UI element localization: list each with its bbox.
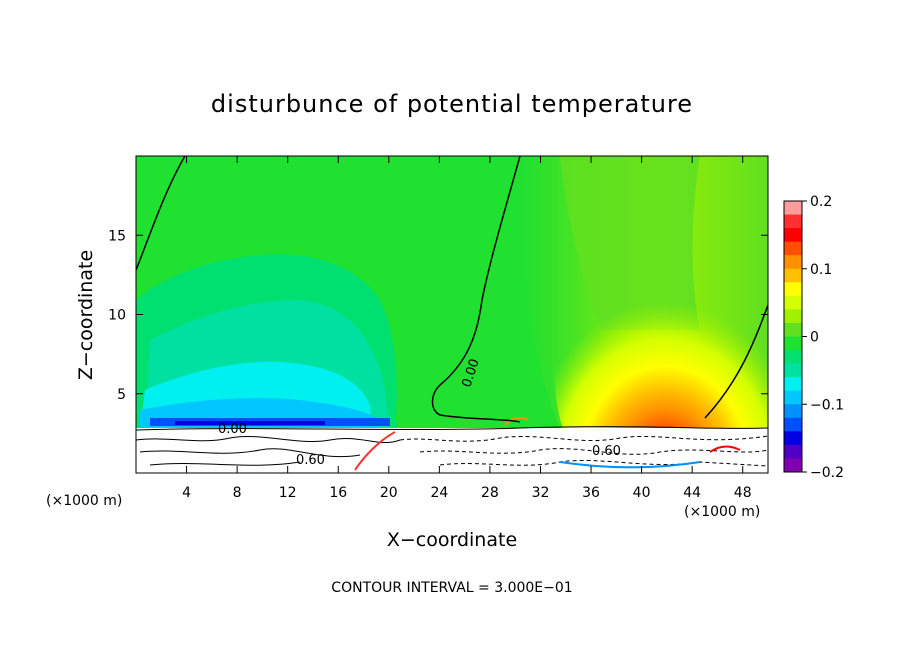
y-tick-label: 15: [108, 228, 126, 244]
colorbar-level: [784, 241, 802, 256]
ground-color-streaks: [354, 416, 741, 471]
colorbar-level: [784, 309, 802, 324]
colorbar-level: [784, 322, 802, 337]
colorbar-tick-label: 0.1: [810, 262, 832, 278]
x-tick-label: 8: [233, 485, 242, 501]
colorbar-tick-label: −0.2: [810, 465, 844, 481]
colorbar-level: [784, 444, 802, 459]
x-unit-left: (×1000 m): [46, 493, 122, 509]
contour-interval-note: CONTOUR INTERVAL = 3.000E−01: [331, 580, 572, 596]
colorbar-tick-label: 0.2: [810, 194, 832, 210]
coldest-strip: [175, 421, 325, 425]
colorbar-level: [784, 377, 802, 392]
x-tick-label: 20: [380, 485, 398, 501]
colorbar-level: [784, 431, 802, 446]
colorbar-level: [784, 458, 802, 473]
colorbar-tick-label: −0.1: [810, 397, 844, 413]
x-tick-label: 4: [182, 485, 191, 501]
colorbar-level: [784, 390, 802, 405]
x-tick-label: 24: [430, 485, 448, 501]
x-axis-title: X−coordinate: [387, 529, 517, 551]
x-unit-right: (×1000 m): [684, 504, 760, 520]
colorbar-level: [784, 336, 802, 351]
colorbar-level: [784, 417, 802, 432]
colorbar-tick-label: 0: [810, 330, 819, 346]
colorbar: 0.2 0.1 0 −0.1 −0.2: [783, 194, 844, 481]
contour-label-zero-low: 0.00: [218, 422, 247, 437]
x-tick-label: 48: [734, 485, 752, 501]
x-tick-label: 16: [329, 485, 347, 501]
y-axis-title: Z−coordinate: [75, 250, 97, 380]
x-tick-label: 28: [481, 485, 499, 501]
contour-label-zero-60-right: 0.60: [592, 444, 621, 459]
x-tick-label: 32: [532, 485, 550, 501]
colorbar-level: [784, 255, 802, 270]
x-tick-label: 36: [582, 485, 600, 501]
warm-plume: [555, 250, 768, 473]
y-axis: 5 10 15: [108, 228, 768, 403]
colorbar-level: [784, 363, 802, 378]
colorbar-level: [784, 295, 802, 310]
chart-title: disturbunce of potential temperature: [211, 90, 693, 118]
colorbar-level: [784, 404, 802, 419]
contour-label-zero-60-left: 0.60: [296, 453, 325, 468]
x-tick-label: 40: [633, 485, 651, 501]
x-axis: 4 8 12 16 20 24 28 32 36 40 44 48: [182, 156, 752, 501]
x-tick-label: 12: [279, 485, 297, 501]
y-tick-label: 5: [117, 387, 126, 403]
zero-contours: [136, 156, 768, 423]
x-tick-label: 44: [683, 485, 701, 501]
colorbar-level: [784, 228, 802, 243]
heatmap-field: [136, 156, 768, 473]
ground-contours: [136, 426, 768, 467]
colorbar-level: [784, 282, 802, 297]
y-tick-label: 10: [108, 308, 126, 324]
colorbar-level: [784, 214, 802, 229]
colorbar-level: [784, 268, 802, 283]
colorbar-level: [784, 201, 802, 216]
colorbar-level: [784, 350, 802, 365]
